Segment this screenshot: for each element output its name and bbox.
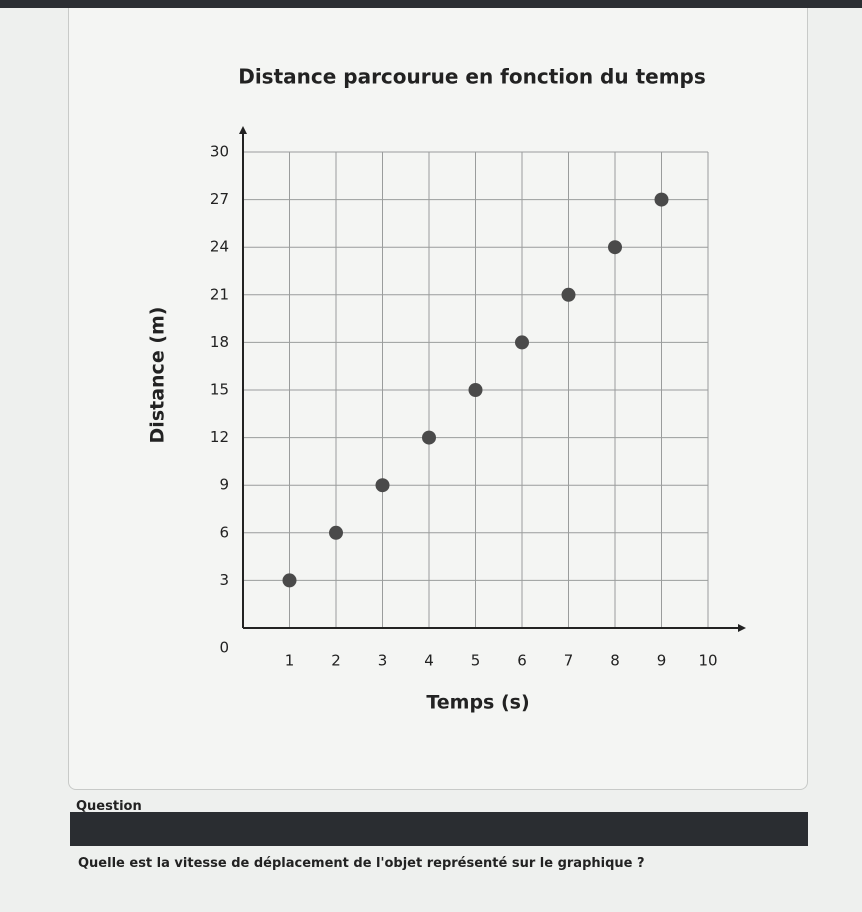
top-bar: [0, 0, 862, 8]
data-point: [561, 287, 576, 302]
y-axis-arrow: [239, 126, 247, 134]
y-tick-label: 27: [210, 190, 229, 208]
y-tick-label: 30: [210, 143, 229, 161]
x-axis-arrow: [738, 624, 746, 632]
x-tick-label: 4: [424, 652, 434, 670]
x-tick-label: 1: [285, 652, 295, 670]
x-tick-label: 9: [657, 652, 667, 670]
y-tick-label: 0: [219, 639, 229, 657]
question-text: Quelle est la vitesse de déplacement de …: [78, 856, 645, 871]
x-tick-label: 3: [378, 652, 388, 670]
chart-card: [68, 8, 808, 790]
data-point: [515, 335, 529, 350]
y-axis-label: Distance (m): [147, 307, 169, 444]
data-point: [608, 240, 622, 255]
y-tick-label: 6: [219, 523, 229, 541]
y-tick-label: 24: [210, 238, 229, 256]
x-tick-label: 10: [698, 652, 717, 670]
y-tick-label: 3: [219, 571, 229, 589]
y-tick-label: 21: [210, 285, 229, 303]
question-header: Question: [76, 799, 142, 814]
x-tick-label: 7: [564, 652, 574, 670]
question-bar: [70, 812, 808, 846]
x-axis-label: Temps (s): [426, 692, 529, 714]
x-tick-label: 5: [471, 652, 481, 670]
y-tick-label: 15: [210, 381, 229, 399]
y-tick-label: 12: [210, 428, 229, 446]
x-tick-label: 2: [331, 652, 341, 670]
data-point: [654, 192, 669, 207]
data-point: [375, 478, 390, 493]
data-point: [422, 430, 436, 445]
x-tick-label: 8: [610, 652, 620, 670]
y-tick-label: 18: [210, 333, 229, 351]
y-tick-label: 9: [219, 476, 229, 494]
data-point: [329, 525, 343, 540]
data-point: [282, 573, 297, 588]
chart: Distance parcourue en fonction du temps …: [147, 65, 746, 714]
x-tick-label: 6: [517, 652, 527, 670]
chart-title: Distance parcourue en fonction du temps: [238, 65, 706, 89]
data-point: [468, 383, 483, 397]
